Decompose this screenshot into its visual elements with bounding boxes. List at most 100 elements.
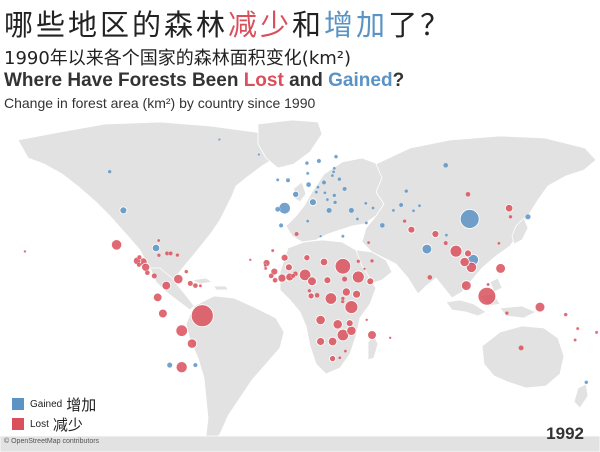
country-point-new-caledonia[interactable]	[573, 338, 577, 342]
country-point-comoros[interactable]	[365, 318, 369, 322]
world-map[interactable]	[0, 118, 600, 452]
country-point-botswana[interactable]	[327, 336, 338, 347]
country-point-ethiopia[interactable]	[351, 270, 365, 284]
country-point-denmark[interactable]	[305, 171, 310, 176]
country-point-japan[interactable]	[525, 213, 531, 220]
country-point-papua-new-guinea[interactable]	[534, 301, 546, 313]
country-point-lithuania[interactable]	[330, 173, 335, 178]
country-point-united-kingdom[interactable]	[285, 177, 291, 183]
country-point-tunisia[interactable]	[305, 219, 310, 223]
country-point-thailand[interactable]	[459, 256, 470, 268]
country-point-bhutan[interactable]	[444, 233, 449, 237]
country-point-kazakhstan[interactable]	[404, 189, 409, 194]
country-point-saudi-arabia[interactable]	[366, 240, 371, 245]
country-point-swaziland[interactable]	[343, 349, 348, 353]
country-point-rwanda[interactable]	[340, 296, 345, 301]
country-point-madagascar[interactable]	[367, 330, 377, 340]
country-point-portugal[interactable]	[275, 206, 281, 212]
country-point-gabon[interactable]	[307, 292, 315, 300]
country-point-france[interactable]	[292, 190, 300, 198]
country-point-el-salvador[interactable]	[136, 262, 142, 268]
country-point-venezuela[interactable]	[173, 274, 184, 285]
country-point-estonia[interactable]	[332, 166, 337, 171]
country-point-afghanistan[interactable]	[402, 219, 407, 224]
country-point-dominican-republic[interactable]	[168, 251, 173, 256]
country-point-bahamas[interactable]	[156, 238, 161, 243]
country-point-bangladesh[interactable]	[443, 240, 449, 246]
country-point-fiji[interactable]	[594, 330, 599, 335]
country-point-algeria[interactable]	[294, 231, 299, 237]
country-point-bulgaria[interactable]	[333, 200, 338, 205]
country-point-peru[interactable]	[158, 308, 168, 319]
legend-item-lost[interactable]: Lost 减少	[12, 414, 96, 434]
country-point-solomon-islands[interactable]	[563, 312, 568, 317]
country-point-turkmenistan[interactable]	[391, 208, 396, 213]
country-point-sri-lanka[interactable]	[427, 274, 433, 281]
country-point-germany[interactable]	[305, 181, 312, 188]
country-point-mali[interactable]	[280, 253, 289, 262]
country-point-guinea[interactable]	[270, 267, 279, 276]
country-point-indonesia[interactable]	[477, 287, 497, 306]
map-canvas[interactable]	[0, 118, 600, 452]
country-point-bolivia[interactable]	[175, 324, 188, 337]
country-point-cape-verde[interactable]	[248, 258, 252, 262]
country-point-mozambique[interactable]	[346, 325, 357, 336]
country-point-south-sudan[interactable]	[341, 276, 348, 282]
country-point-romania[interactable]	[332, 193, 337, 198]
country-point-italy[interactable]	[308, 198, 317, 207]
country-point-liberia[interactable]	[272, 277, 278, 283]
country-point-uzbekistan[interactable]	[398, 202, 404, 208]
country-point-tanzania[interactable]	[344, 300, 359, 315]
country-point-north-korea[interactable]	[504, 203, 514, 213]
country-point-syria[interactable]	[355, 217, 360, 221]
country-point-cameroon[interactable]	[307, 276, 317, 287]
country-point-gambia[interactable]	[263, 263, 267, 268]
country-point-tajikistan[interactable]	[411, 209, 416, 213]
country-point-iraq[interactable]	[364, 221, 369, 225]
country-point-somalia[interactable]	[366, 277, 375, 286]
country-point-austria[interactable]	[314, 190, 319, 194]
country-point-suriname[interactable]	[192, 282, 199, 289]
country-point-puerto-rico[interactable]	[175, 253, 180, 258]
country-point-new-zealand[interactable]	[584, 380, 589, 385]
legend-item-gained[interactable]: Gained 增加	[12, 394, 96, 414]
country-point-uganda[interactable]	[341, 287, 351, 297]
country-point-guyana[interactable]	[187, 280, 194, 287]
country-point-panama[interactable]	[151, 273, 158, 279]
country-point-mexico[interactable]	[111, 239, 123, 251]
country-point-djibouti[interactable]	[363, 267, 366, 271]
country-point-turkey[interactable]	[348, 207, 355, 214]
country-point-argentina[interactable]	[175, 361, 188, 374]
country-point-yemen[interactable]	[369, 258, 375, 263]
country-point-china[interactable]	[459, 209, 480, 229]
country-point-pakistan[interactable]	[407, 225, 416, 234]
country-point-nicaragua[interactable]	[141, 262, 151, 272]
country-point-congo[interactable]	[314, 292, 320, 298]
country-point-burkina-faso[interactable]	[284, 263, 293, 272]
country-point-belize[interactable]	[137, 254, 142, 260]
country-point-timor-leste[interactable]	[504, 311, 509, 316]
country-point-latvia[interactable]	[331, 170, 336, 174]
country-point-costa-rica[interactable]	[144, 270, 151, 276]
country-point-australia[interactable]	[518, 345, 524, 351]
country-point-laos[interactable]	[464, 249, 472, 258]
country-point-nigeria[interactable]	[298, 268, 312, 282]
country-point-uruguay[interactable]	[193, 362, 198, 368]
country-point-kenya[interactable]	[352, 289, 362, 299]
country-point-cote-d-ivoire[interactable]	[277, 273, 287, 283]
country-point-taiwan[interactable]	[497, 241, 501, 246]
country-point-cuba[interactable]	[151, 243, 161, 253]
country-point-poland[interactable]	[321, 180, 327, 185]
country-point-zambia[interactable]	[332, 319, 343, 330]
country-point-libya[interactable]	[319, 234, 323, 238]
country-point-lesotho[interactable]	[338, 356, 342, 360]
country-point-togo[interactable]	[290, 273, 296, 279]
country-point-central-african-republic[interactable]	[323, 276, 332, 285]
country-point-sierra-leone[interactable]	[268, 273, 274, 279]
country-point-brazil[interactable]	[190, 304, 214, 328]
country-point-norway[interactable]	[304, 161, 309, 166]
country-point-brunei[interactable]	[486, 282, 490, 287]
country-point-hungary[interactable]	[323, 191, 327, 195]
country-point-south-korea[interactable]	[508, 214, 513, 219]
country-point-chad[interactable]	[319, 257, 329, 267]
